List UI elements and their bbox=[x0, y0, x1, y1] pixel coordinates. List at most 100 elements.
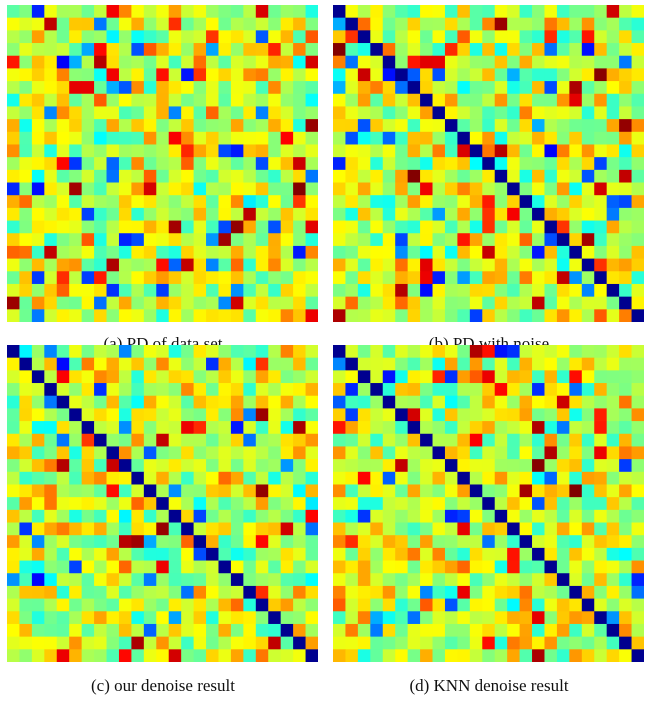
heatmap-cell bbox=[345, 258, 359, 272]
heatmap-cell bbox=[94, 81, 107, 95]
heatmap-cell bbox=[255, 484, 269, 498]
heatmap-cell bbox=[293, 245, 306, 259]
heatmap-cell bbox=[407, 585, 421, 599]
heatmap-cell bbox=[532, 271, 545, 285]
heatmap-cell bbox=[519, 119, 533, 133]
heatmap-cell bbox=[569, 157, 583, 171]
heatmap-cell bbox=[31, 220, 45, 234]
heatmap-cell bbox=[581, 283, 595, 298]
heatmap-cell bbox=[81, 258, 95, 272]
heatmap-cell bbox=[457, 144, 471, 158]
heatmap-cell bbox=[482, 408, 496, 422]
heatmap-cell bbox=[407, 522, 421, 536]
heatmap-cell bbox=[255, 55, 269, 69]
heatmap-cell bbox=[457, 636, 471, 650]
heatmap-cell bbox=[544, 17, 558, 31]
heatmap-cell bbox=[631, 157, 644, 171]
heatmap-cell bbox=[81, 522, 95, 536]
heatmap-cell bbox=[181, 283, 194, 298]
heatmap-cell bbox=[631, 207, 644, 221]
heatmap-cell bbox=[218, 433, 232, 447]
heatmap-cell bbox=[382, 560, 396, 574]
heatmap-cell bbox=[156, 81, 170, 95]
heatmap-cell bbox=[305, 119, 318, 133]
heatmap-cell bbox=[118, 245, 132, 259]
heatmap-cell bbox=[255, 106, 269, 120]
heatmap-cell bbox=[395, 182, 409, 196]
heatmap-cell bbox=[268, 169, 282, 183]
heatmap-cell bbox=[432, 144, 446, 158]
heatmap-cell bbox=[420, 446, 433, 460]
heatmap-cell bbox=[569, 611, 583, 625]
heatmap-cell bbox=[382, 433, 396, 447]
heatmap-cell bbox=[19, 271, 33, 285]
heatmap-cell bbox=[168, 207, 182, 221]
heatmap-cell bbox=[131, 611, 145, 625]
heatmap-cell bbox=[168, 433, 182, 447]
heatmap-cell bbox=[494, 106, 508, 120]
heatmap-cell bbox=[56, 258, 70, 272]
heatmap-cell bbox=[7, 55, 20, 69]
heatmap-cell bbox=[357, 68, 371, 82]
heatmap-cell bbox=[370, 421, 384, 435]
heatmap-cell bbox=[94, 245, 107, 259]
heatmap-cell bbox=[556, 296, 570, 310]
heatmap-cell bbox=[106, 106, 120, 120]
heatmap-cell bbox=[333, 560, 346, 574]
heatmap-cell bbox=[482, 357, 496, 371]
heatmap-cell bbox=[357, 233, 371, 247]
heatmap-cell bbox=[345, 245, 359, 259]
heatmap-cell bbox=[482, 195, 496, 209]
heatmap-cell bbox=[7, 17, 20, 31]
heatmap-cell bbox=[143, 258, 157, 272]
heatmap-cell bbox=[357, 296, 371, 310]
heatmap-cell bbox=[106, 309, 120, 322]
heatmap-cell bbox=[581, 144, 595, 158]
heatmap-cell bbox=[81, 233, 95, 247]
heatmap-cell bbox=[469, 636, 483, 650]
heatmap-cell bbox=[193, 408, 207, 422]
heatmap-cell bbox=[131, 296, 145, 310]
heatmap-cell bbox=[556, 649, 570, 662]
heatmap-cell bbox=[143, 509, 157, 523]
heatmap-cell bbox=[432, 433, 446, 447]
heatmap-cell bbox=[407, 283, 421, 298]
heatmap-cell bbox=[280, 195, 294, 209]
heatmap-cell bbox=[56, 182, 70, 196]
heatmap-cell bbox=[193, 611, 207, 625]
heatmap-cell bbox=[345, 157, 359, 171]
heatmap-cell bbox=[382, 585, 396, 599]
heatmap-cell bbox=[395, 233, 409, 247]
heatmap-cell bbox=[519, 370, 533, 384]
heatmap-cell bbox=[407, 623, 421, 638]
heatmap-cell bbox=[594, 233, 608, 247]
heatmap-cell bbox=[44, 283, 58, 298]
heatmap-cell bbox=[230, 144, 244, 158]
heatmap-cell bbox=[420, 43, 433, 57]
heatmap-cell bbox=[494, 459, 508, 473]
heatmap-cell bbox=[432, 522, 446, 536]
heatmap-diagonal-cell bbox=[280, 623, 294, 638]
heatmap-cell bbox=[131, 636, 145, 650]
heatmap-cell bbox=[432, 370, 446, 384]
heatmap-cell bbox=[44, 585, 58, 599]
heatmap-cell bbox=[382, 535, 396, 549]
heatmap-cell bbox=[532, 636, 545, 650]
heatmap-cell bbox=[594, 106, 608, 120]
heatmap-cell bbox=[118, 623, 132, 638]
heatmap-cell bbox=[556, 509, 570, 523]
heatmap-cell bbox=[106, 157, 120, 171]
heatmap-cell bbox=[482, 17, 496, 31]
heatmap-cell bbox=[469, 459, 483, 473]
heatmap-cell bbox=[569, 17, 583, 31]
heatmap-cell bbox=[420, 157, 433, 171]
heatmap-cell bbox=[333, 421, 346, 435]
heatmap-cell bbox=[395, 585, 409, 599]
heatmap-cell bbox=[305, 509, 318, 523]
heatmap-cell bbox=[94, 131, 107, 145]
heatmap-cell bbox=[631, 5, 644, 19]
heatmap-cell bbox=[619, 535, 632, 549]
heatmap-cell bbox=[44, 271, 58, 285]
heatmap-cell bbox=[357, 345, 371, 359]
heatmap-cell bbox=[469, 169, 483, 183]
